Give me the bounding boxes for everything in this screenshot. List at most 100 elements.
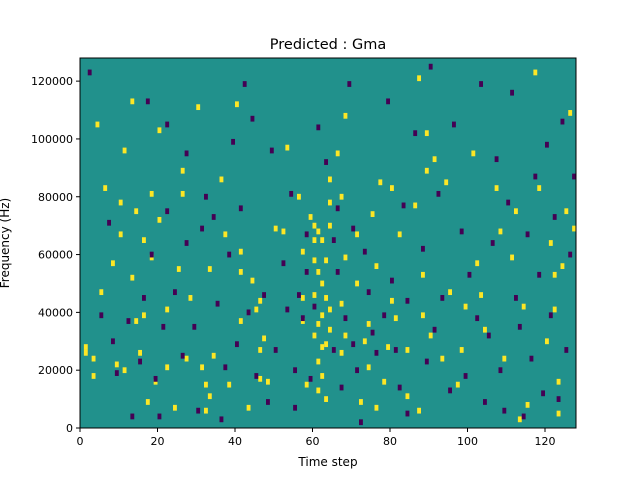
low-cell-27 [223,364,228,371]
high-cell-46 [238,248,243,255]
low-cell-33 [246,309,251,316]
low-cell-69 [386,98,391,105]
high-cell-137 [514,208,518,215]
high-cell-100 [366,364,371,371]
low-cell-8 [142,295,146,301]
high-cell-69 [312,332,317,339]
low-cell-53 [331,237,336,243]
high-cell-83 [324,396,329,402]
low-cell-24 [211,214,216,220]
high-cell-122 [432,156,437,163]
low-cell-13 [161,323,166,330]
low-cell-25 [215,300,220,307]
high-cell-67 [312,257,317,264]
x-axis-label: Time step [297,455,357,469]
high-cell-1 [83,344,88,350]
high-cell-29 [176,266,181,272]
high-cell-121 [428,332,433,339]
high-cell-134 [498,228,503,235]
high-cell-21 [149,190,154,197]
high-cell-34 [196,104,201,111]
low-cell-56 [335,269,340,275]
y-tick-label: 120000 [31,75,73,88]
low-cell-44 [293,404,298,411]
low-cell-31 [238,205,243,212]
high-cell-86 [328,222,332,229]
high-cell-75 [320,237,325,243]
high-cell-101 [366,321,371,327]
low-cell-36 [262,292,267,298]
high-cell-4 [95,121,100,128]
low-cell-97 [510,89,515,96]
low-cell-40 [281,260,286,267]
low-cell-76 [413,130,418,137]
high-cell-63 [304,381,309,388]
low-cell-72 [397,384,402,391]
low-cell-110 [560,118,565,125]
low-cell-70 [390,277,394,284]
high-cell-85 [328,199,332,206]
high-cell-70 [316,228,321,235]
low-cell-51 [316,124,321,131]
high-cell-94 [343,254,348,261]
high-cell-27 [165,306,170,313]
low-cell-104 [537,271,542,278]
low-cell-47 [304,231,309,238]
high-cell-106 [382,378,387,385]
high-cell-42 [223,231,228,238]
y-tick-label: 60000 [38,249,73,262]
high-cell-78 [320,344,325,350]
high-cell-96 [355,231,360,238]
high-cell-12 [122,147,127,154]
high-cell-133 [494,185,499,191]
high-cell-57 [281,228,286,235]
low-cell-86 [463,373,468,379]
low-cell-55 [335,205,340,212]
high-cell-65 [312,222,317,229]
high-cell-144 [548,240,553,246]
high-cell-24 [157,216,162,223]
high-cell-117 [421,271,425,278]
low-cell-90 [483,399,487,405]
low-cell-29 [231,138,236,145]
plot-frame [79,57,577,429]
high-cell-140 [525,401,530,408]
low-cell-28 [227,251,232,258]
low-cell-37 [266,399,270,405]
x-tick-label: 0 [77,435,84,448]
high-cell-148 [556,410,561,417]
high-cell-72 [316,321,321,327]
high-cell-2 [91,355,96,362]
high-cell-120 [424,167,429,174]
high-cell-14 [130,98,135,105]
low-cell-49 [308,375,313,382]
x-tick-label: 80 [383,435,397,448]
high-cell-112 [405,347,410,353]
high-cell-147 [556,378,561,385]
low-cell-17 [180,352,185,359]
high-cell-145 [552,271,557,278]
high-cell-25 [157,127,162,134]
low-cell-68 [382,312,387,319]
low-cell-105 [541,390,546,397]
low-cell-94 [498,367,503,374]
high-cell-119 [424,130,429,137]
low-cell-106 [545,141,549,148]
low-cell-16 [173,289,177,296]
low-cell-102 [529,355,534,362]
high-cell-138 [517,416,522,423]
high-cell-118 [421,312,425,319]
low-cell-87 [467,271,472,278]
high-cell-104 [374,263,379,270]
high-cell-59 [297,193,301,200]
high-cell-98 [359,399,363,405]
x-tick-label: 100 [457,435,478,448]
low-cell-63 [359,419,363,426]
low-cell-52 [324,159,329,165]
high-cell-105 [378,179,383,186]
low-cell-100 [521,413,526,420]
low-cell-2 [107,219,112,226]
low-cell-9 [145,98,150,105]
high-cell-111 [397,231,402,238]
